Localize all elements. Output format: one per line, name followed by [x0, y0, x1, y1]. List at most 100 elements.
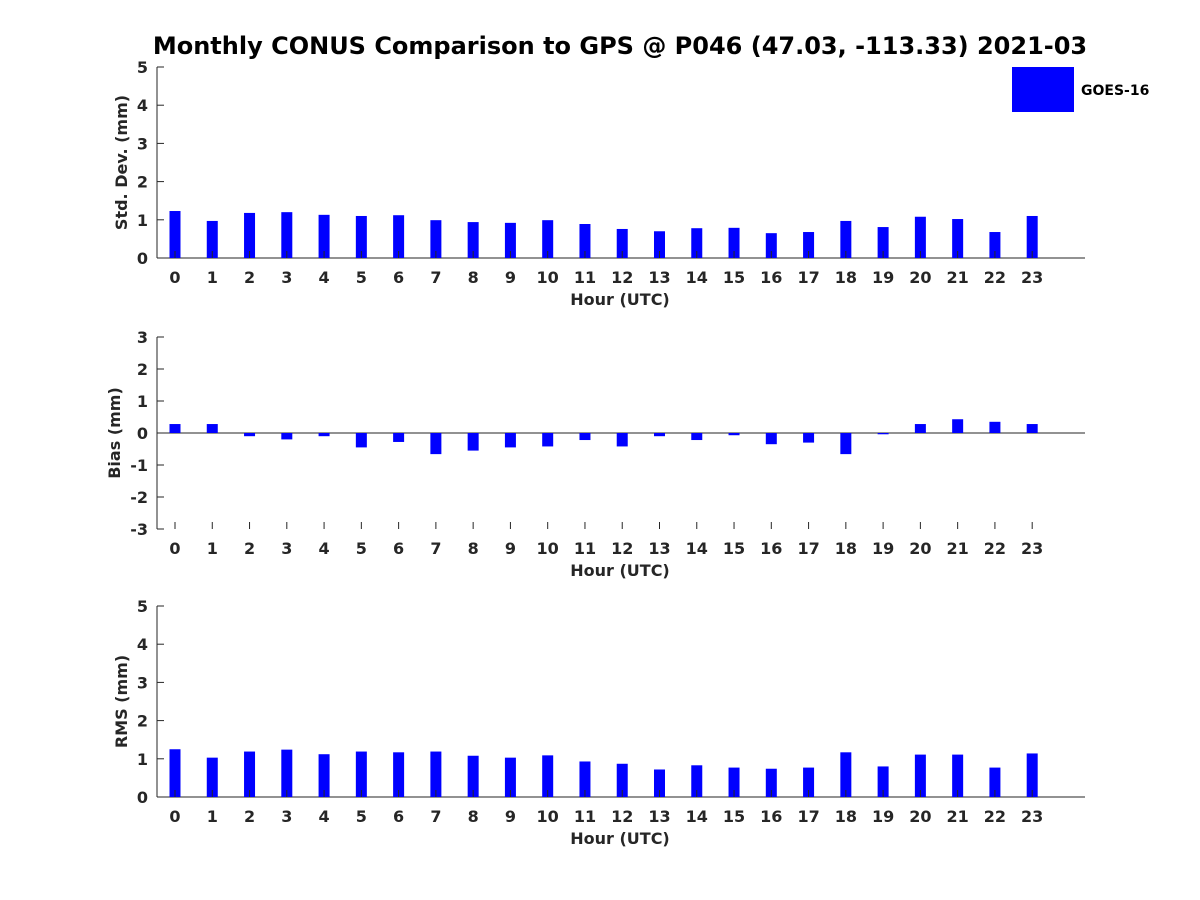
- bar-hour-0: [169, 424, 181, 433]
- bar-hour-11: [579, 224, 591, 258]
- x-tick-label: 12: [611, 539, 633, 558]
- x-tick-label: 10: [537, 268, 559, 287]
- bar-hour-16: [765, 768, 777, 797]
- bar-hour-1: [206, 757, 218, 797]
- x-tick-label: 17: [797, 807, 819, 826]
- bar-hour-6: [393, 215, 405, 258]
- y-tick-label: 4: [137, 635, 148, 654]
- x-tick-label: 13: [648, 807, 670, 826]
- y-axis-label: Std. Dev. (mm): [112, 95, 131, 230]
- y-tick-label: 1: [137, 211, 148, 230]
- x-tick-label: 5: [356, 268, 367, 287]
- bar-hour-7: [430, 751, 442, 797]
- bar-hour-10: [542, 220, 554, 258]
- x-axis-label: Hour (UTC): [570, 561, 670, 580]
- x-tick-label: 20: [909, 807, 931, 826]
- x-tick-label: 2: [244, 268, 255, 287]
- y-tick-label: 1: [137, 750, 148, 769]
- x-tick-label: 5: [356, 539, 367, 558]
- x-tick-label: 11: [574, 807, 596, 826]
- x-tick-label: 4: [319, 807, 330, 826]
- x-tick-label: 15: [723, 807, 745, 826]
- x-tick-label: 2: [244, 539, 255, 558]
- bar-hour-0: [169, 749, 181, 797]
- x-tick-label: 0: [169, 539, 180, 558]
- bar-hour-21: [952, 419, 964, 433]
- x-tick-label: 7: [430, 268, 441, 287]
- bar-hour-5: [355, 215, 367, 258]
- y-axis-label: RMS (mm): [112, 655, 131, 748]
- bar-hour-16: [765, 233, 777, 258]
- x-tick-label: 9: [505, 539, 516, 558]
- bar-hour-22: [989, 767, 1001, 797]
- y-tick-label: 2: [137, 360, 148, 379]
- x-tick-label: 16: [760, 268, 782, 287]
- bar-hour-13: [653, 769, 665, 797]
- x-tick-label: 12: [611, 268, 633, 287]
- x-tick-label: 13: [648, 268, 670, 287]
- bar-hour-3: [281, 212, 293, 258]
- x-tick-label: 11: [574, 539, 596, 558]
- bar-hour-9: [504, 757, 516, 797]
- x-tick-label: 19: [872, 539, 894, 558]
- bar-hour-2: [244, 433, 256, 437]
- bar-hour-9: [504, 222, 516, 258]
- x-tick-label: 6: [393, 539, 404, 558]
- legend-label: GOES-16: [1081, 83, 1149, 99]
- bar-hour-6: [393, 752, 405, 797]
- y-tick-label: -1: [130, 456, 148, 475]
- legend-swatch: [1012, 67, 1074, 112]
- bar-hour-17: [803, 433, 815, 443]
- x-tick-label: 22: [984, 268, 1006, 287]
- bar-hour-23: [1026, 215, 1038, 258]
- x-tick-label: 3: [281, 539, 292, 558]
- x-tick-label: 19: [872, 807, 894, 826]
- bar-hour-23: [1026, 753, 1038, 797]
- x-tick-label: 9: [505, 268, 516, 287]
- y-tick-label: 5: [137, 597, 148, 616]
- x-tick-label: 20: [909, 268, 931, 287]
- bar-hour-10: [542, 433, 554, 447]
- bar-hour-20: [914, 754, 926, 797]
- x-tick-label: 14: [686, 539, 708, 558]
- bar-hour-6: [393, 433, 405, 442]
- bar-hour-8: [467, 433, 479, 451]
- bar-hour-17: [803, 767, 815, 797]
- bar-hour-7: [430, 220, 442, 258]
- bar-hour-22: [989, 232, 1001, 258]
- y-tick-label: 3: [137, 673, 148, 692]
- bar-hour-0: [169, 211, 181, 258]
- x-tick-label: 9: [505, 807, 516, 826]
- x-tick-label: 17: [797, 268, 819, 287]
- x-tick-label: 21: [947, 807, 969, 826]
- bar-hour-16: [765, 433, 777, 445]
- bar-hour-13: [653, 231, 665, 258]
- x-tick-label: 1: [207, 268, 218, 287]
- y-tick-label: 2: [137, 712, 148, 731]
- bar-hour-19: [877, 766, 889, 797]
- x-tick-label: 3: [281, 807, 292, 826]
- x-tick-label: 21: [947, 539, 969, 558]
- y-tick-label: 0: [137, 249, 148, 268]
- x-tick-label: 0: [169, 807, 180, 826]
- bar-hour-1: [206, 220, 218, 258]
- x-tick-label: 23: [1021, 268, 1043, 287]
- x-tick-label: 8: [468, 268, 479, 287]
- x-tick-label: 1: [207, 807, 218, 826]
- x-tick-label: 20: [909, 539, 931, 558]
- bar-hour-14: [691, 228, 703, 258]
- x-tick-label: 18: [835, 807, 857, 826]
- y-tick-label: -2: [130, 488, 148, 507]
- x-tick-label: 7: [430, 539, 441, 558]
- bar-hour-5: [355, 751, 367, 797]
- x-tick-label: 3: [281, 268, 292, 287]
- bar-hour-15: [728, 227, 740, 258]
- bar-hour-10: [542, 755, 554, 797]
- bar-hour-14: [691, 765, 703, 797]
- x-tick-label: 10: [537, 539, 559, 558]
- bar-hour-14: [691, 433, 703, 441]
- bar-hour-11: [579, 761, 591, 797]
- x-tick-label: 8: [468, 807, 479, 826]
- y-axis-label: Bias (mm): [105, 387, 124, 479]
